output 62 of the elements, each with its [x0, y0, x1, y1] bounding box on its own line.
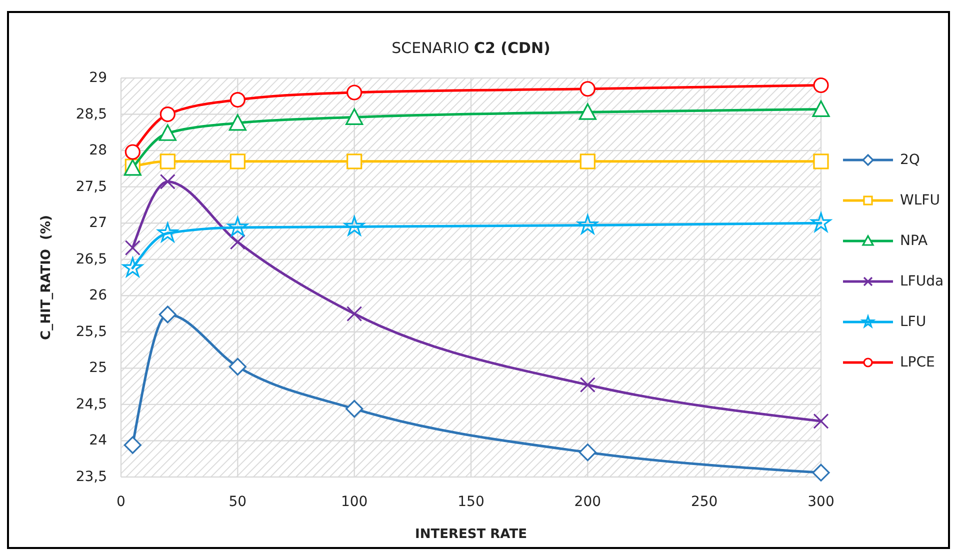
legend-label: LPCE [900, 354, 935, 370]
y-tick-label: 28,5 [76, 106, 107, 122]
point [160, 174, 176, 190]
point [346, 108, 364, 125]
legend-label: NPA [900, 233, 928, 249]
point [160, 106, 176, 122]
point [578, 214, 598, 234]
y-tick-label: 26 [89, 288, 108, 304]
point [580, 377, 596, 393]
x-tick-label: 200 [574, 494, 602, 510]
y-tick-label: 24 [89, 432, 108, 449]
point [346, 154, 362, 170]
legend-label: LFUda [900, 274, 944, 290]
y-tick-label: 24,5 [76, 396, 107, 412]
x-tick-label: 150 [458, 494, 484, 510]
y-tick-label: 29 [89, 70, 107, 86]
y-tick-label: 25 [89, 360, 107, 376]
x-tick-label: 50 [228, 494, 247, 510]
y-tick-label: 23,5 [76, 469, 107, 485]
point [578, 103, 596, 120]
point [228, 114, 246, 131]
point [344, 216, 364, 236]
point [158, 222, 178, 242]
point [810, 212, 832, 232]
point [346, 306, 362, 322]
point [124, 144, 140, 160]
point [813, 154, 829, 170]
legend-label: 2Q [900, 152, 920, 168]
point [580, 154, 596, 170]
point [346, 84, 362, 100]
point [158, 306, 176, 324]
legend-label: WLFU [900, 192, 940, 208]
chart-title: SCENARIO C2 (CDN) [392, 39, 550, 57]
y-tick-label: 26,5 [76, 251, 107, 268]
x-tick-label: 300 [808, 494, 834, 510]
x-tick-label: 250 [690, 494, 718, 510]
y-tick-label: 25,5 [76, 324, 107, 340]
legend-label: LFU [900, 314, 926, 330]
point [580, 81, 596, 97]
point [230, 92, 246, 108]
point [346, 400, 364, 418]
point [122, 257, 143, 277]
x-tick-label: 0 [116, 494, 126, 510]
point [813, 77, 829, 94]
y-tick-label: 27 [89, 215, 107, 232]
point [228, 216, 248, 236]
y-tick-label: 28 [89, 142, 107, 159]
point [124, 240, 140, 256]
point [230, 154, 246, 170]
point [230, 234, 246, 250]
point [813, 413, 829, 429]
y-axis-title: C_HIT_RATIO (%) [39, 215, 54, 340]
point [228, 358, 246, 376]
point [160, 154, 176, 170]
point [158, 124, 176, 141]
point [578, 444, 596, 462]
x-axis-title: INTEREST RATE [415, 527, 527, 542]
y-tick-label: 27,5 [76, 178, 107, 195]
point [812, 100, 830, 117]
x-tick-label: 100 [340, 494, 368, 510]
point [124, 436, 142, 454]
point [812, 464, 830, 482]
